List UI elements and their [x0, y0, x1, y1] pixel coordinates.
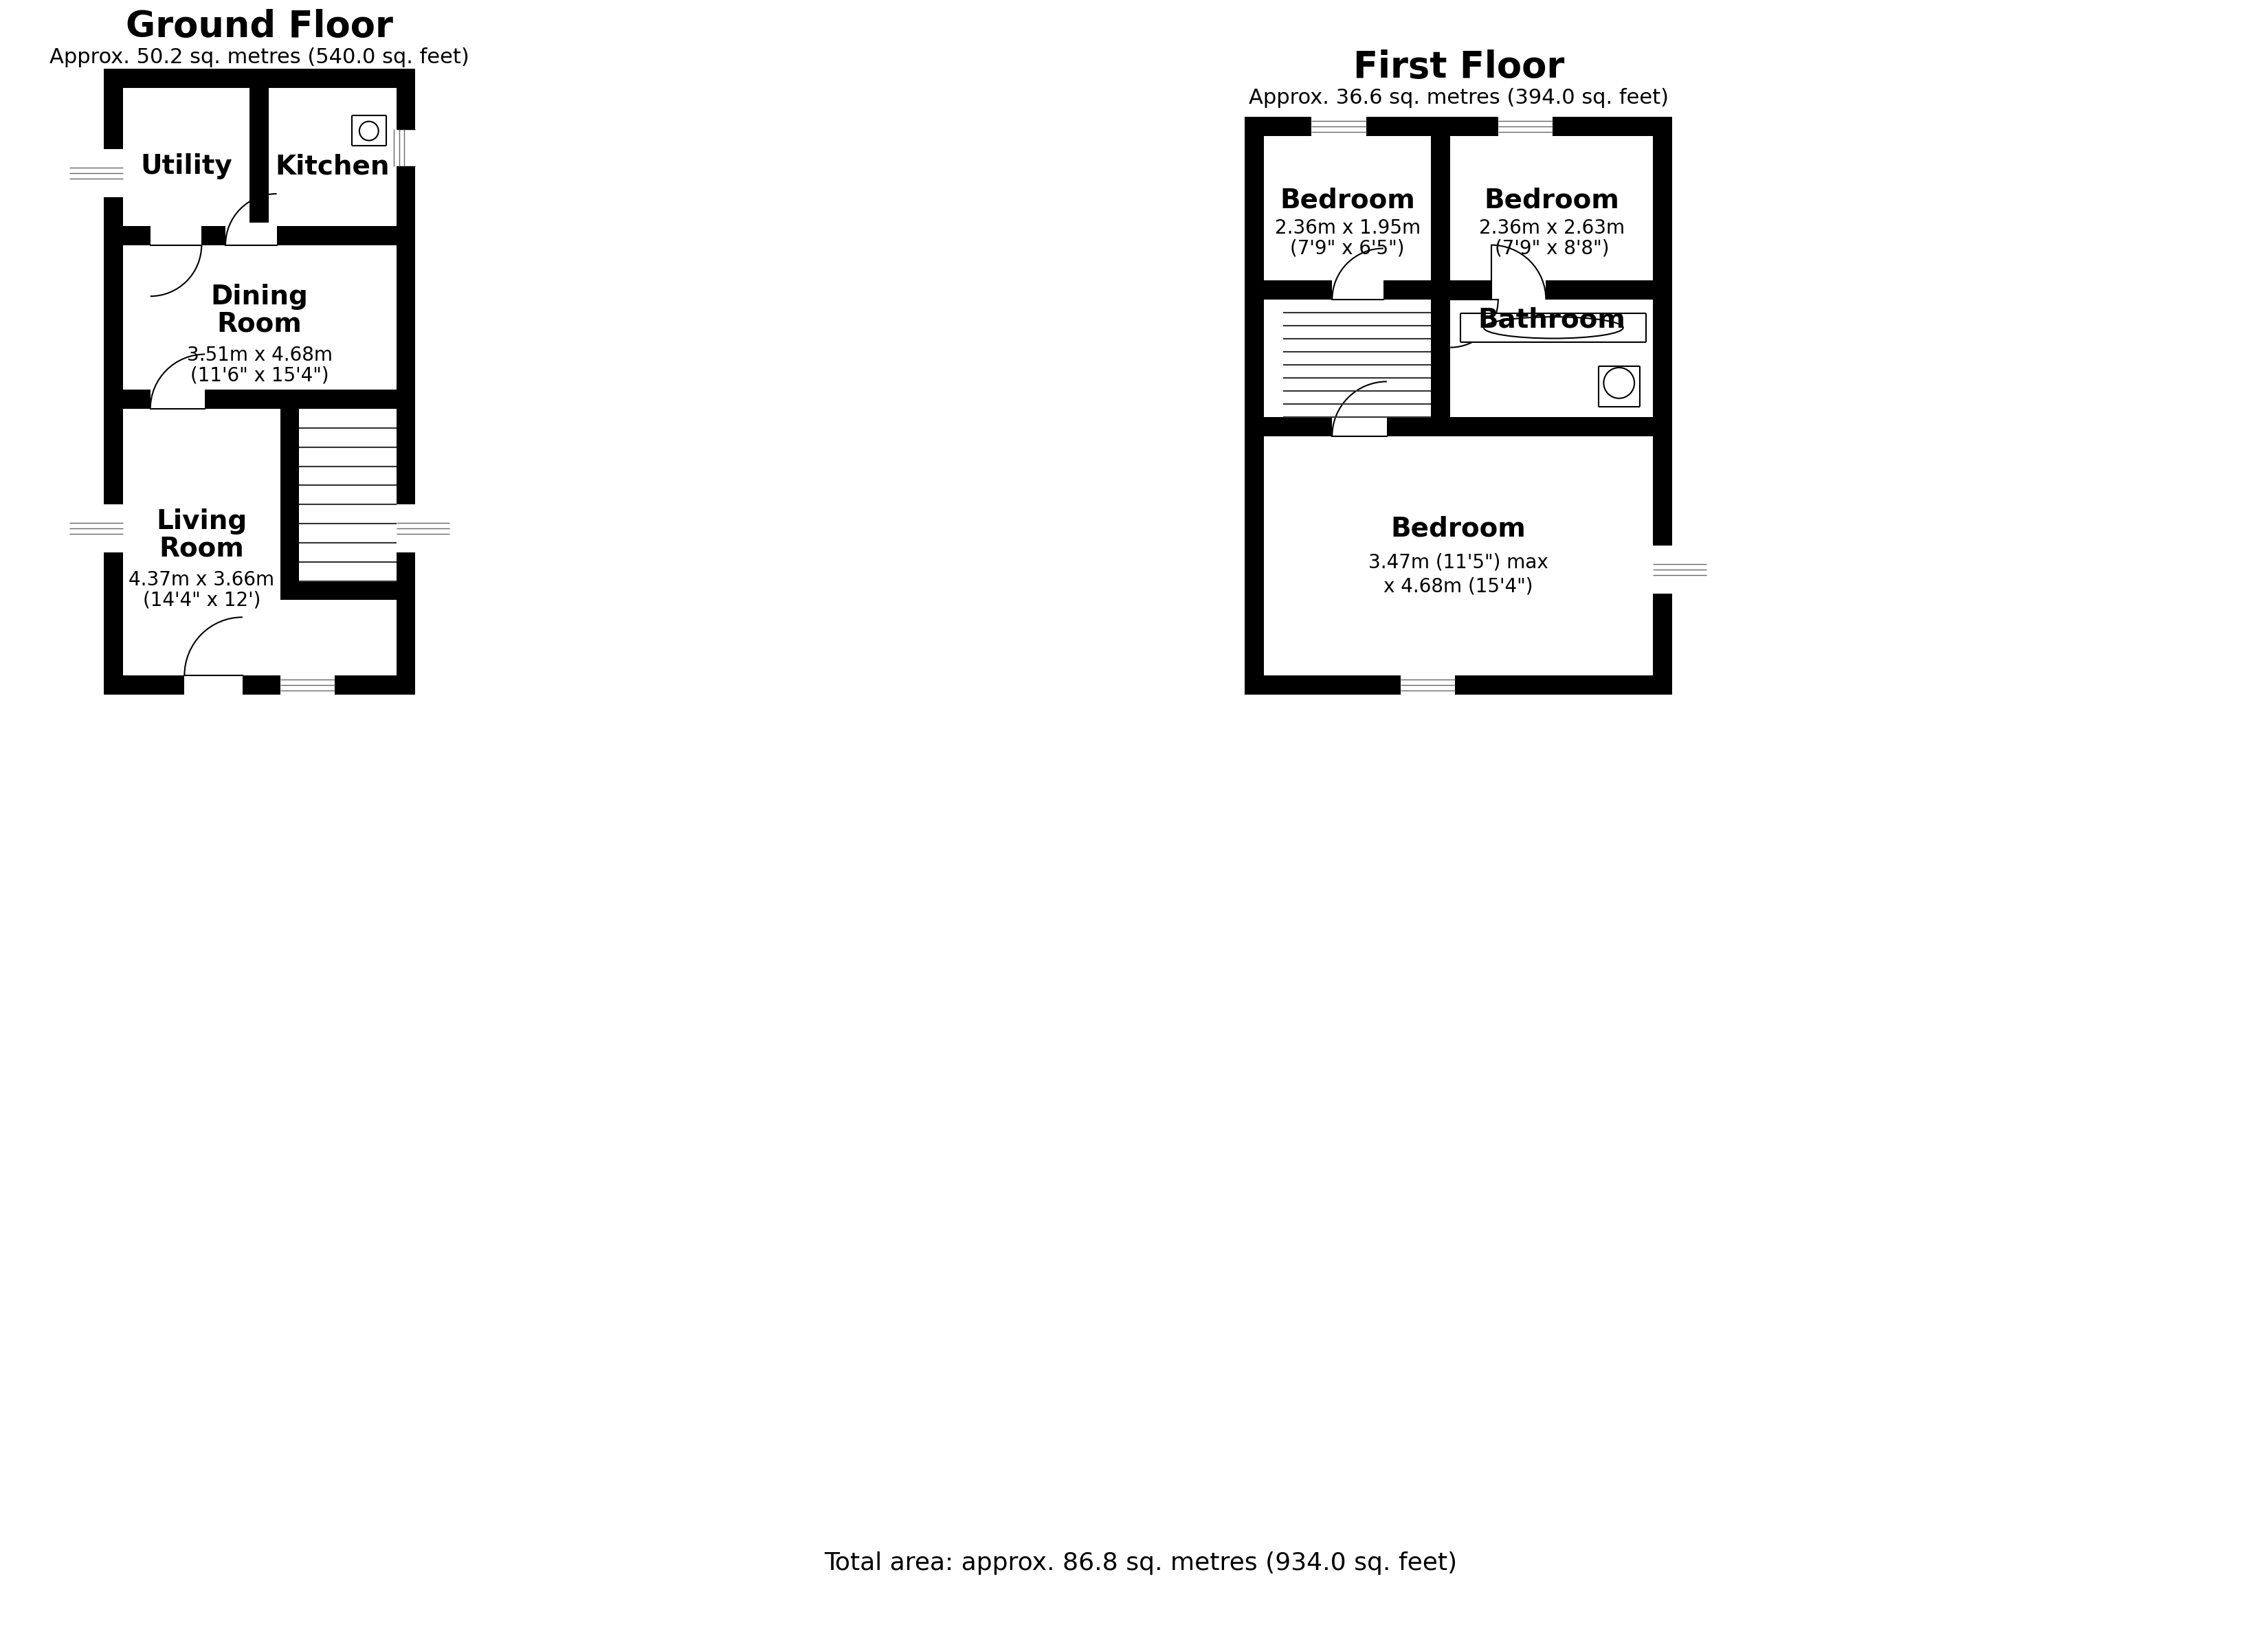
- Bar: [1245, 117, 1672, 135]
- Bar: [1245, 417, 1672, 437]
- Text: 3.47m (11'5") max: 3.47m (11'5") max: [1368, 552, 1549, 572]
- Bar: [150, 223, 202, 246]
- Text: Ground Floor: Ground Floor: [127, 8, 392, 45]
- Text: 2.36m x 1.95m: 2.36m x 1.95m: [1275, 218, 1420, 237]
- Text: 4.37m x 3.66m: 4.37m x 3.66m: [129, 571, 274, 589]
- Bar: [225, 223, 277, 246]
- Bar: [104, 69, 415, 87]
- Text: Approx. 36.6 sq. metres (394.0 sq. feet): Approx. 36.6 sq. metres (394.0 sq. feet): [1250, 87, 1669, 109]
- Bar: [1653, 546, 1676, 594]
- Text: Approx. 50.2 sq. metres (540.0 sq. feet): Approx. 50.2 sq. metres (540.0 sq. feet): [50, 48, 469, 68]
- Bar: [1245, 280, 1672, 300]
- Text: Utility: Utility: [141, 153, 231, 180]
- Bar: [104, 69, 122, 694]
- Bar: [1431, 117, 1449, 300]
- Text: Dining: Dining: [211, 284, 308, 310]
- Text: Bedroom: Bedroom: [1483, 188, 1619, 214]
- Bar: [1399, 674, 1456, 694]
- Bar: [249, 69, 268, 246]
- Bar: [397, 69, 415, 694]
- Text: x 4.68m (15'4"): x 4.68m (15'4"): [1383, 577, 1533, 595]
- Text: Bedroom: Bedroom: [1390, 516, 1526, 541]
- Text: 3.51m x 4.68m: 3.51m x 4.68m: [186, 345, 333, 364]
- Bar: [281, 409, 299, 600]
- Bar: [1449, 300, 1472, 348]
- Text: First Floor: First Floor: [1354, 49, 1565, 86]
- Bar: [397, 505, 420, 552]
- Bar: [397, 129, 415, 167]
- Bar: [104, 674, 415, 694]
- Bar: [104, 389, 415, 409]
- Text: (7'9" x 8'8"): (7'9" x 8'8"): [1495, 239, 1608, 257]
- Bar: [281, 580, 415, 600]
- Bar: [1492, 277, 1547, 300]
- Bar: [1331, 277, 1383, 300]
- Bar: [352, 115, 386, 147]
- Text: Bathroom: Bathroom: [1479, 307, 1626, 333]
- Ellipse shape: [1603, 368, 1635, 399]
- Text: Room: Room: [159, 536, 245, 562]
- Text: 2.36m x 2.63m: 2.36m x 2.63m: [1479, 218, 1624, 237]
- Text: (11'6" x 15'4"): (11'6" x 15'4"): [191, 366, 329, 386]
- Text: Living: Living: [156, 508, 247, 534]
- Bar: [184, 671, 243, 694]
- Bar: [1599, 366, 1640, 407]
- Text: Room: Room: [218, 312, 302, 338]
- Bar: [104, 150, 127, 198]
- Circle shape: [358, 122, 379, 140]
- Bar: [1653, 117, 1672, 694]
- Bar: [1245, 674, 1672, 694]
- Bar: [104, 505, 127, 552]
- Bar: [1245, 117, 1263, 694]
- Bar: [1431, 280, 1449, 437]
- Text: Bedroom: Bedroom: [1279, 188, 1415, 214]
- Bar: [150, 386, 204, 409]
- Bar: [281, 674, 336, 694]
- Bar: [1331, 414, 1386, 437]
- Text: Kitchen: Kitchen: [274, 153, 390, 180]
- Bar: [1461, 313, 1647, 341]
- Bar: [1311, 117, 1365, 135]
- Text: (14'4" x 12'): (14'4" x 12'): [143, 590, 261, 610]
- Bar: [104, 226, 415, 246]
- Bar: [1499, 117, 1554, 135]
- Text: (7'9" x 6'5"): (7'9" x 6'5"): [1290, 239, 1404, 257]
- Text: Total area: approx. 86.8 sq. metres (934.0 sq. feet): Total area: approx. 86.8 sq. metres (934…: [823, 1552, 1458, 1575]
